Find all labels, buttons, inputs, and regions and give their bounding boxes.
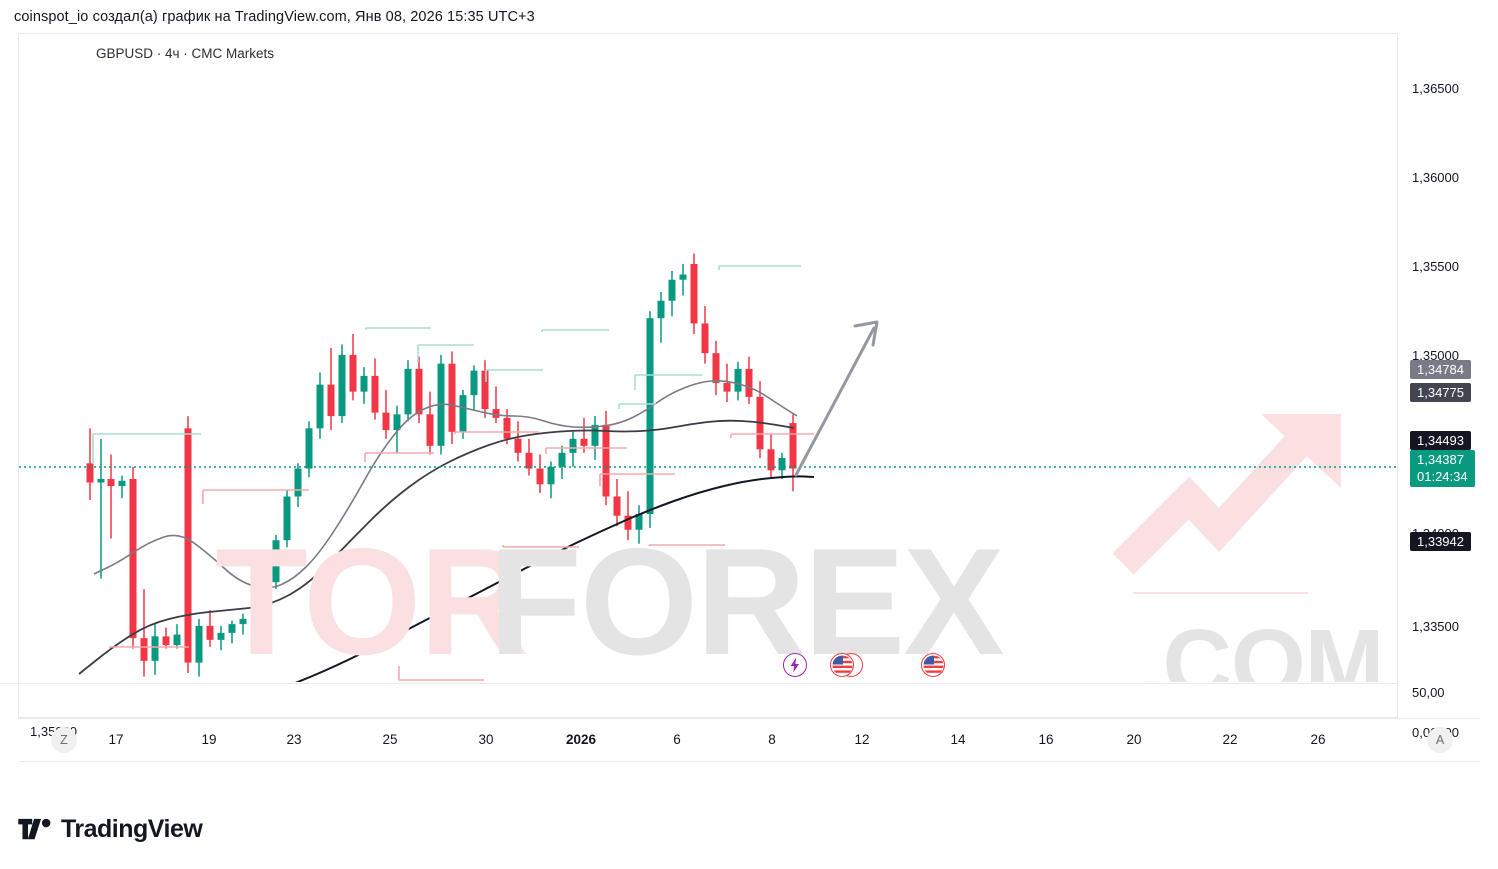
price-scale[interactable]: 1,365001,360001,355001,350001,340001,335…: [1397, 33, 1498, 740]
timescale-auto-button[interactable]: A: [1427, 727, 1453, 753]
chart-legend: GBPUSD · 4ч · CMC Markets: [96, 46, 275, 61]
time-tick: 2026: [565, 732, 597, 747]
tradingview-logo-icon: [18, 818, 51, 839]
chart-plot-area[interactable]: TOR FOREX .COM: [19, 34, 1396, 682]
time-tick: 30: [478, 732, 494, 747]
economic-event-bolt-icon[interactable]: [783, 653, 807, 677]
ma-price: 1,34493: [1410, 431, 1471, 450]
pivot-levels: [92, 265, 814, 681]
tradingview-logo[interactable]: TradingView: [18, 815, 203, 844]
time-tick: 22: [1222, 732, 1238, 747]
time-tick: 14: [950, 732, 966, 747]
ma-slow-price: 1,33942: [1410, 532, 1471, 551]
bid-price: 1,34775: [1410, 383, 1471, 402]
tradingview-logo-text: TradingView: [61, 815, 203, 843]
time-tick: 17: [108, 732, 124, 747]
time-tick: 19: [201, 732, 217, 747]
subpane-divider-1: [0, 683, 1479, 684]
price-tick: 1,36000: [1412, 170, 1459, 185]
us-economic-event-icon[interactable]: [830, 653, 854, 677]
timescale-reset-button[interactable]: Z: [51, 727, 77, 753]
attribution-text: coinspot_io создал(а) график на TradingV…: [14, 9, 535, 25]
time-tick: 16: [1038, 732, 1054, 747]
time-scale[interactable]: Z A 17 19 23 25 30 2026 6 8 12 14 16 20 22 26: [18, 718, 1480, 762]
time-tick: 25: [382, 732, 398, 747]
time-tick: 12: [854, 732, 870, 747]
time-tick: 6: [673, 732, 681, 747]
trend-arrow[interactable]: [19, 34, 1396, 682]
ask-price: 1,34784: [1410, 360, 1471, 379]
price-tick: 1,36500: [1412, 81, 1459, 96]
time-tick: 26: [1310, 732, 1326, 747]
price-tick: 1,33500: [1412, 619, 1459, 634]
price-tick: 1,35500: [1412, 259, 1459, 274]
candlestick-series: [78, 253, 815, 682]
time-tick: 8: [768, 732, 776, 747]
chart-frame: [18, 33, 1480, 718]
us-economic-event-icon[interactable]: [921, 653, 945, 677]
last-price: 1,34387 01:24:34: [1410, 450, 1475, 487]
price-tick: 1,35000: [1412, 348, 1459, 363]
time-tick: 23: [286, 732, 302, 747]
price-subtick: 50,00: [1412, 685, 1445, 700]
time-tick: 20: [1126, 732, 1142, 747]
